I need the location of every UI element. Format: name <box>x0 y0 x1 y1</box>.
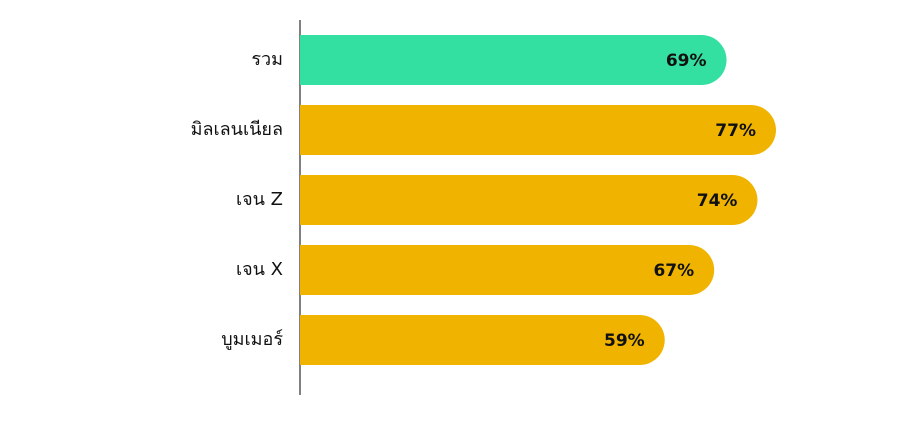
bar <box>300 245 715 295</box>
category-label: เจน Z <box>236 189 283 210</box>
bar <box>300 175 758 225</box>
category-label: มิลเลนเนียล <box>191 119 283 140</box>
bar-value-label: 77% <box>715 121 756 141</box>
category-label: เจน X <box>236 259 283 280</box>
bar-value-label: 74% <box>697 191 738 211</box>
bar <box>300 315 665 365</box>
bar-value-label: 69% <box>666 51 707 71</box>
bar <box>300 35 727 85</box>
bar <box>300 105 776 155</box>
bar-value-label: 67% <box>653 261 694 281</box>
category-label: รวม <box>251 49 283 70</box>
category-label: บูมเมอร์ <box>221 329 283 350</box>
bar-value-label: 59% <box>604 331 645 351</box>
